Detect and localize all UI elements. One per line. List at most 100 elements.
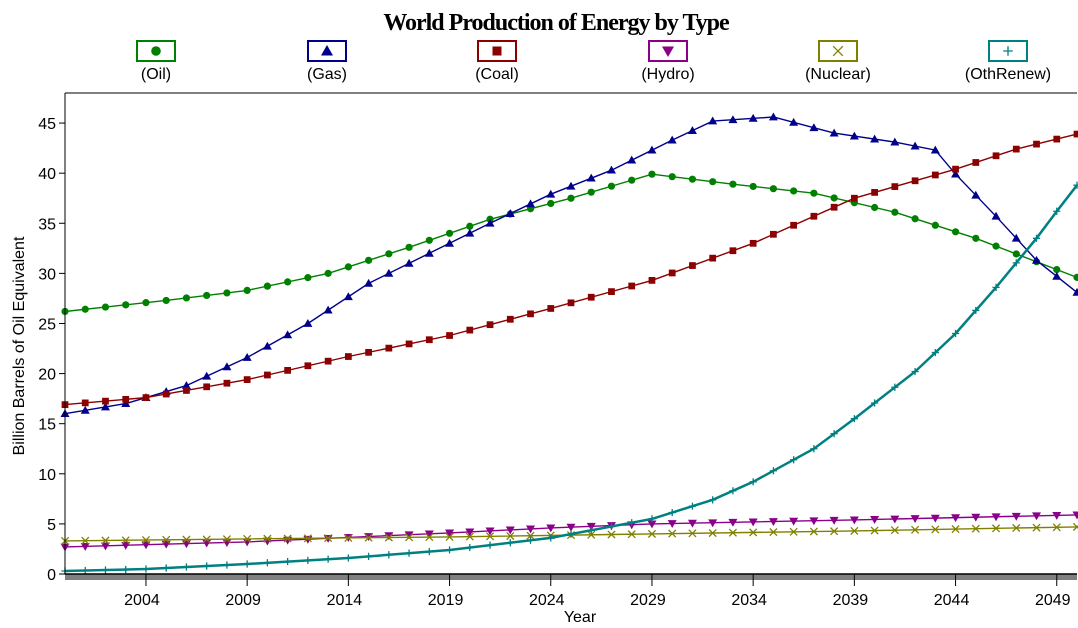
data-point [100, 402, 110, 411]
data-point [748, 113, 758, 122]
data-point [162, 535, 171, 544]
data-point [1053, 265, 1061, 274]
data-point [121, 399, 131, 408]
data-point [628, 176, 636, 184]
data-point [284, 367, 292, 374]
data-point [830, 527, 839, 536]
data-point [709, 496, 717, 504]
data-point [263, 559, 271, 567]
data-point [729, 487, 737, 495]
data-point [324, 269, 332, 277]
y-tick-label: 35 [38, 216, 56, 233]
data-point [506, 315, 514, 323]
data-point [992, 242, 1000, 250]
data-point [890, 515, 900, 524]
data-point [567, 530, 575, 538]
data-point [344, 533, 353, 542]
data-point [263, 282, 271, 290]
data-point [951, 169, 961, 178]
data-point [203, 562, 211, 570]
data-point [586, 173, 596, 182]
data-point [951, 228, 960, 236]
data-point [627, 530, 636, 539]
data-point [769, 467, 777, 475]
data-point [668, 269, 676, 277]
data-point [668, 508, 676, 517]
data-point [871, 399, 879, 407]
data-point [708, 528, 717, 538]
data-point [182, 535, 191, 544]
data-point [708, 116, 718, 125]
data-point [485, 527, 495, 536]
data-point [466, 543, 474, 552]
data-point [1072, 287, 1078, 296]
data-point [445, 229, 454, 237]
data-point [162, 296, 170, 305]
data-point [100, 542, 110, 551]
data-point [829, 128, 839, 137]
data-point [446, 332, 453, 339]
data-point [789, 527, 798, 536]
data-point [647, 520, 657, 529]
data-point [770, 230, 777, 238]
data-point [344, 554, 352, 562]
data-point [971, 524, 980, 533]
data-point [365, 256, 373, 264]
data-point [849, 131, 859, 140]
data-point [425, 236, 433, 244]
data-point [728, 528, 737, 537]
data-point [667, 520, 677, 528]
legend-item: (Nuclear) [805, 40, 871, 83]
data-point [203, 291, 211, 300]
data-point [101, 536, 110, 545]
data-point [222, 362, 232, 371]
data-point [829, 516, 839, 525]
data-point [1072, 522, 1078, 531]
data-point [243, 560, 251, 568]
data-point [486, 541, 494, 549]
data-point [749, 478, 757, 486]
data-point [121, 541, 131, 550]
data-point [910, 141, 920, 150]
data-point [181, 381, 191, 389]
data-point [506, 531, 515, 541]
data-point [911, 525, 920, 534]
data-point [405, 243, 413, 251]
data-point [243, 534, 252, 543]
x-tick-label: 2009 [225, 592, 261, 609]
data-point [1032, 523, 1041, 532]
data-point [871, 203, 879, 212]
data-point [688, 175, 697, 183]
data-point [769, 185, 778, 193]
data-point [425, 336, 433, 344]
legend-marker [492, 46, 502, 56]
data-point [790, 221, 798, 229]
data-point [1052, 511, 1062, 520]
data-point [587, 293, 595, 301]
legend-item: (Hydro) [641, 40, 695, 83]
data-point [911, 177, 919, 185]
data-point [365, 348, 372, 356]
data-point [81, 305, 89, 313]
data-point [870, 516, 880, 524]
data-point [789, 517, 799, 526]
data-point [1032, 234, 1041, 242]
data-point [324, 534, 333, 543]
data-point [687, 126, 697, 134]
data-point [931, 221, 939, 229]
data-point [162, 564, 170, 572]
data-point [647, 145, 657, 154]
data-point [404, 531, 414, 540]
data-point [891, 208, 899, 216]
data-point [81, 536, 90, 545]
data-point [445, 546, 454, 554]
data-point [608, 288, 615, 295]
data-point [951, 514, 961, 523]
legend-marker [1003, 46, 1013, 56]
data-point [790, 456, 798, 464]
data-point [1033, 140, 1040, 148]
data-point [81, 566, 89, 575]
data-point [465, 528, 475, 537]
legend-label: (Nuclear) [805, 66, 871, 83]
data-point [424, 530, 434, 539]
